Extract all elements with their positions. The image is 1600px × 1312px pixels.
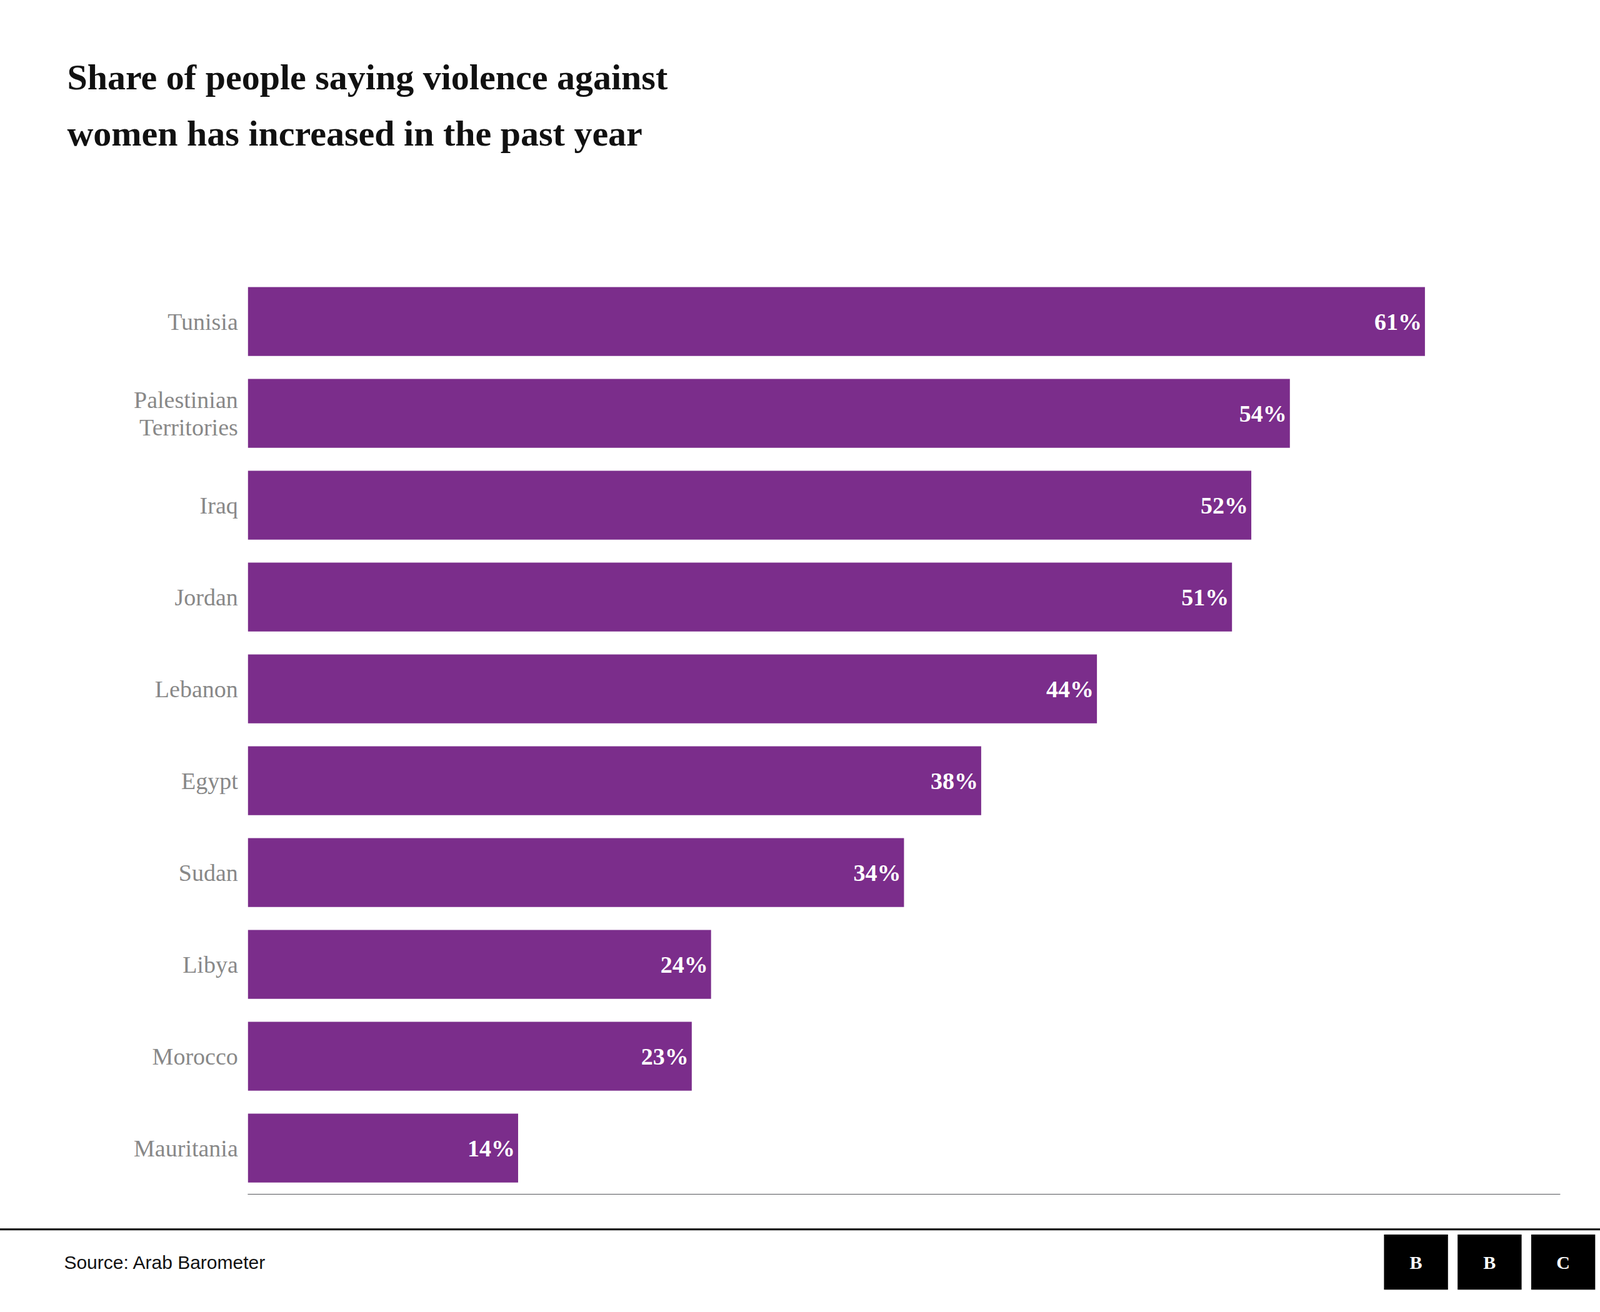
svg-text:Territories: Territories	[139, 414, 239, 441]
svg-text:Lebanon: Lebanon	[155, 676, 239, 703]
svg-text:23%: 23%	[641, 1043, 689, 1070]
svg-text:Iraq: Iraq	[200, 492, 239, 519]
svg-text:B: B	[1410, 1252, 1423, 1274]
svg-text:34%: 34%	[853, 860, 901, 887]
svg-text:Share of people saying violenc: Share of people saying violence against	[66, 56, 668, 98]
svg-text:52%: 52%	[1200, 492, 1249, 519]
svg-text:Mauritania: Mauritania	[133, 1135, 239, 1162]
svg-text:61%: 61%	[1374, 308, 1422, 335]
svg-text:Morocco: Morocco	[152, 1043, 239, 1070]
svg-text:44%: 44%	[1046, 676, 1094, 703]
svg-text:women has increased in the pas: women has increased in the past year	[66, 113, 642, 154]
svg-text:38%: 38%	[930, 768, 979, 795]
svg-text:Tunisia: Tunisia	[167, 308, 239, 335]
svg-text:B: B	[1483, 1252, 1496, 1274]
svg-text:Palestinian: Palestinian	[133, 386, 239, 414]
svg-text:Sudan: Sudan	[178, 860, 239, 887]
svg-text:51%: 51%	[1181, 584, 1229, 611]
svg-text:Egypt: Egypt	[181, 768, 239, 795]
svg-text:Libya: Libya	[182, 951, 239, 979]
svg-text:24%: 24%	[660, 951, 709, 979]
svg-text:14%: 14%	[467, 1135, 515, 1162]
svg-text:54%: 54%	[1239, 400, 1287, 427]
svg-text:Source: Arab Barometer: Source: Arab Barometer	[63, 1252, 265, 1274]
svg-text:C: C	[1556, 1252, 1570, 1274]
svg-text:Jordan: Jordan	[174, 584, 238, 611]
